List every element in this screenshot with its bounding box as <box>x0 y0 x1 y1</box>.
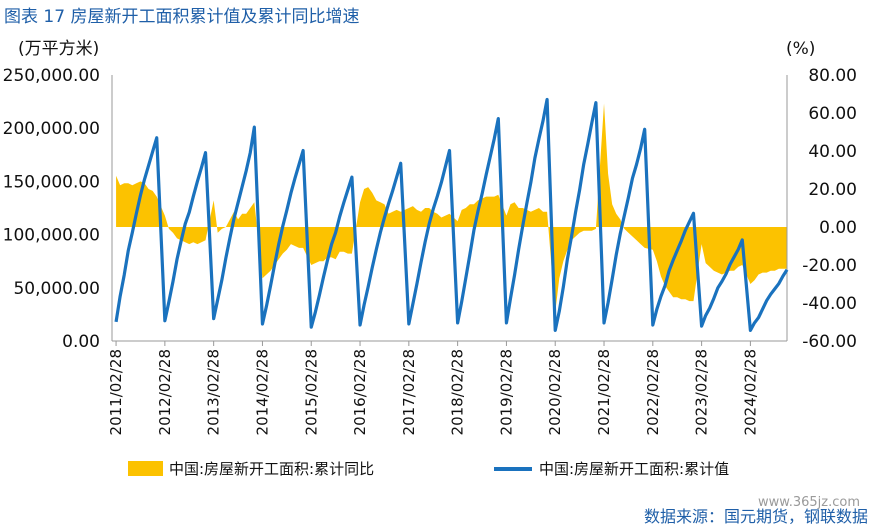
legend-line-label: 中国:房屋新开工面积:累计值 <box>539 460 729 478</box>
left-tick-label: 0.00 <box>62 332 100 352</box>
x-tick-label: 2011/02/28 <box>107 349 125 435</box>
x-tick-label: 2013/02/28 <box>205 349 223 435</box>
right-tick-label: -20.00 <box>802 256 857 276</box>
left-tick-label: 100,000.00 <box>3 226 100 246</box>
right-tick-label: 40.00 <box>808 142 857 162</box>
right-axis-tick-labels: -60.00 -40.00 -20.00 0.00 20.00 40.00 60.00 80.… <box>802 66 857 352</box>
left-tick-label: 50,000.00 <box>13 279 100 299</box>
x-tick-label: 2021/02/28 <box>595 349 613 435</box>
chart-title: 图表 17 房屋新开工面积累计值及累计同比增速 <box>4 7 360 27</box>
watermark: www.365jz.com <box>758 495 860 510</box>
left-axis-unit: (万平方米) <box>18 39 99 59</box>
x-tick-label: 2018/02/28 <box>449 349 467 435</box>
right-tick-label: -40.00 <box>802 294 857 314</box>
right-tick-label: -60.00 <box>802 332 857 352</box>
axis-layer <box>111 75 788 342</box>
x-axis-tick-labels: 2011/02/28 2012/02/28 2013/02/28 2014/02/28… <box>107 341 759 435</box>
area-layer <box>116 103 787 313</box>
right-axis-unit: (%) <box>786 39 815 59</box>
x-tick-label: 2023/02/28 <box>693 349 711 435</box>
left-tick-label: 150,000.00 <box>3 172 100 192</box>
x-tick-label: 2019/02/28 <box>497 349 515 435</box>
x-tick-label: 2020/02/28 <box>546 349 564 435</box>
right-tick-label: 80.00 <box>808 66 857 86</box>
legend-area-label: 中国:房屋新开工面积:累计同比 <box>169 460 374 478</box>
x-tick-label: 2015/02/28 <box>302 349 320 435</box>
right-tick-label: 20.00 <box>808 180 857 200</box>
left-axis-tick-labels: 0.00 50,000.00 100,000.00 150,000.00 200,000… <box>3 66 100 352</box>
x-tick-label: 2024/02/28 <box>741 349 759 435</box>
x-tick-label: 2016/02/28 <box>351 349 369 435</box>
legend-area-swatch <box>128 461 163 476</box>
yoy-area-series <box>116 103 787 313</box>
right-tick-label: 60.00 <box>808 104 857 124</box>
left-tick-label: 250,000.00 <box>3 66 100 86</box>
x-tick-label: 2012/02/28 <box>156 349 174 435</box>
line-layer <box>114 97 789 332</box>
x-tick-label: 2017/02/28 <box>400 349 418 435</box>
legend: 中国:房屋新开工面积:累计同比 中国:房屋新开工面积:累计值 <box>128 460 729 478</box>
left-tick-label: 200,000.00 <box>3 119 100 139</box>
x-tick-label: 2022/02/28 <box>644 349 662 435</box>
x-tick-label: 2014/02/28 <box>253 349 271 435</box>
source-note: 数据来源：国元期货，钢联数据 <box>643 507 868 526</box>
right-tick-label: 0.00 <box>819 218 857 238</box>
cumulative-line-series <box>114 97 789 332</box>
